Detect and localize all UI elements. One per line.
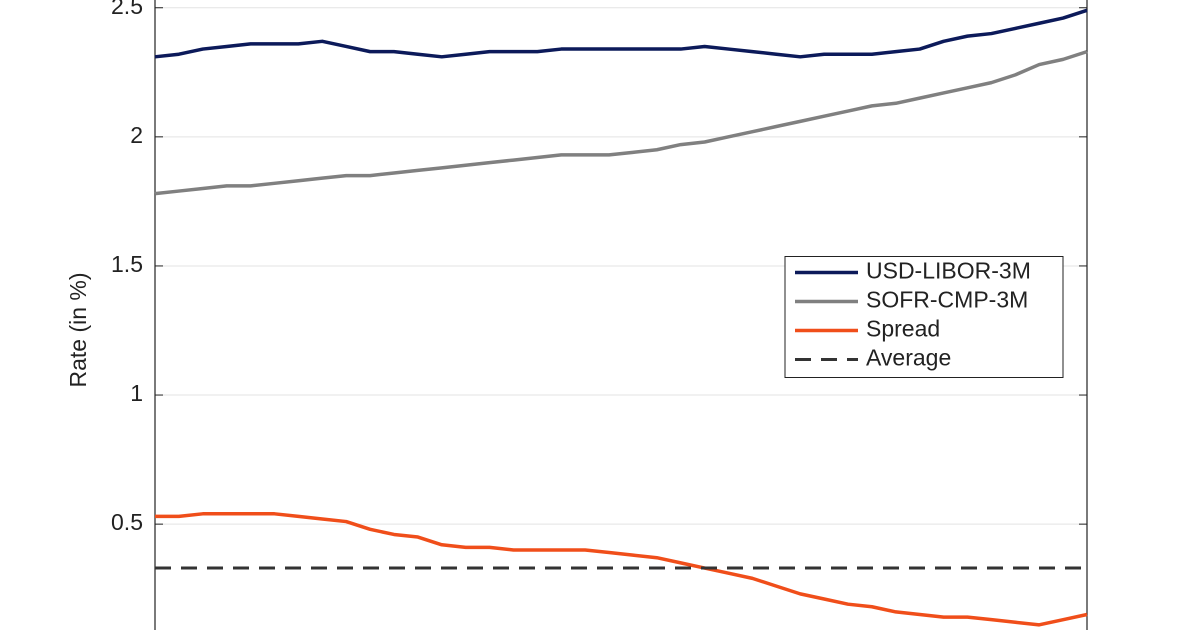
y-tick-label: 2	[130, 122, 143, 148]
y-tick-label: 1	[130, 380, 143, 406]
series-line	[154, 8, 1088, 59]
y-tick-label: 1.5	[111, 251, 143, 277]
y-tick-label: 0.5	[111, 509, 143, 535]
series-line	[155, 512, 1088, 627]
y-axis-label: Rate (in %)	[65, 272, 91, 387]
legend-label: Average	[866, 345, 951, 371]
series-line	[154, 49, 1088, 196]
legend-label: Spread	[866, 316, 940, 342]
legend-label: USD-LIBOR-3M	[866, 258, 1031, 284]
legend-box	[784, 256, 1064, 378]
legend-label: SOFR-CMP-3M	[866, 287, 1028, 313]
y-tick-label: 2.5	[111, 0, 143, 19]
